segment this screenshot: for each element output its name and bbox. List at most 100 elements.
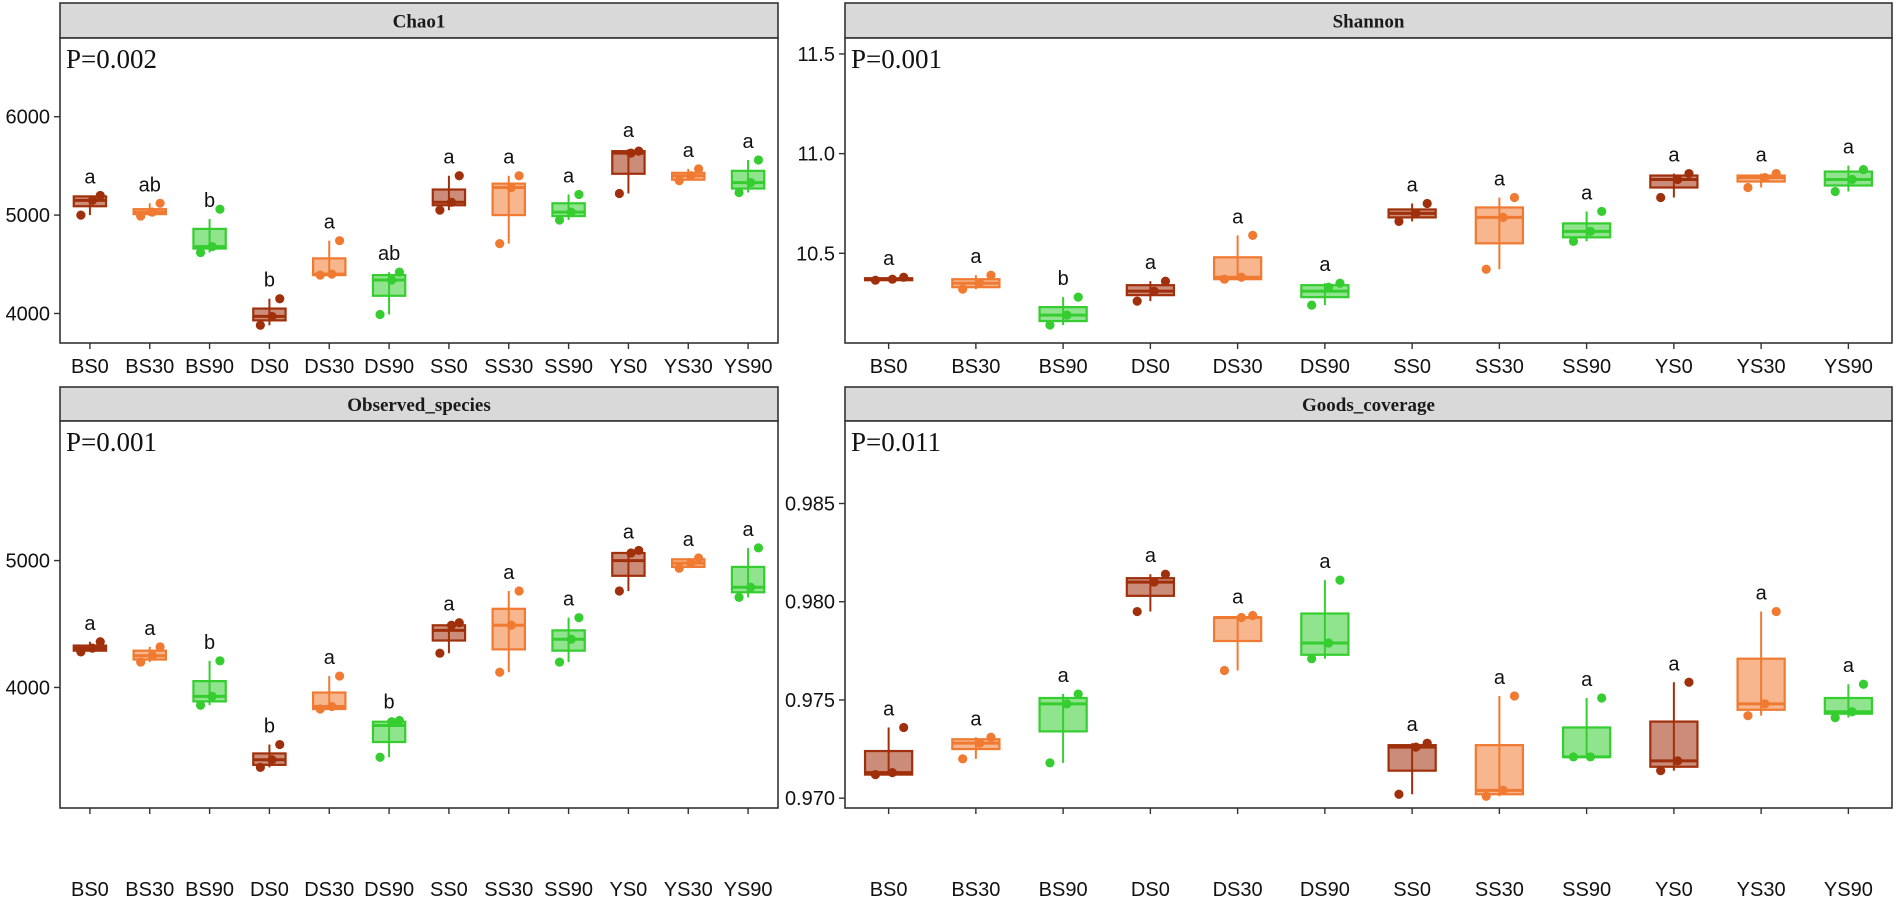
data-point — [1132, 296, 1142, 306]
data-point — [207, 691, 217, 701]
box-BS0: a — [72, 613, 108, 657]
box-SS30: a — [1474, 168, 1525, 274]
panel-3: Goods_coverage 0.970 0.975 0.980 0.985 P=0.01… — [785, 386, 1893, 901]
significance-letter: a — [563, 165, 575, 187]
category-label: BS90 — [185, 356, 234, 378]
box-rect — [1212, 616, 1263, 643]
category-label: YS0 — [610, 356, 648, 378]
box-SS90: a — [1561, 182, 1612, 246]
data-point — [514, 586, 524, 596]
box-DS90: b — [371, 691, 407, 762]
significance-letter: b — [264, 270, 275, 292]
y-tick-label: 5000 — [6, 551, 51, 573]
p-value-label: P=0.011 — [851, 427, 941, 457]
category-label: YS30 — [1737, 879, 1786, 901]
category-label: SS30 — [1475, 879, 1524, 901]
box-SS90: a — [551, 589, 586, 667]
significance-letter: a — [683, 529, 695, 551]
y-tick-label: 0.980 — [785, 592, 835, 614]
data-point — [1045, 758, 1055, 768]
data-point — [1585, 752, 1595, 762]
data-point — [975, 738, 985, 748]
category-label: YS30 — [1737, 356, 1786, 378]
panel-0: Chao1 4000 5000 6000 P=0.002 a BS0 ab BS30 b BS90 b… — [6, 2, 779, 378]
plot-area — [844, 37, 1893, 344]
significance-letter: b — [204, 632, 215, 654]
category-label: SS0 — [1393, 879, 1431, 901]
significance-letter: a — [1407, 714, 1419, 736]
data-point — [1656, 192, 1666, 203]
data-point — [1045, 320, 1055, 330]
data-point — [495, 239, 505, 249]
significance-letter: a — [1407, 174, 1419, 196]
data-point — [506, 182, 516, 193]
data-point — [870, 770, 881, 780]
box-rect — [1474, 206, 1525, 245]
significance-letter: ab — [139, 174, 161, 196]
significance-letter: a — [84, 166, 96, 188]
data-point — [746, 582, 756, 592]
data-point — [454, 171, 464, 181]
data-point — [1411, 742, 1421, 752]
data-point — [1422, 738, 1432, 748]
significance-letter: a — [1756, 583, 1768, 605]
plot-area — [59, 37, 779, 344]
data-point — [195, 247, 206, 258]
data-point — [315, 270, 325, 280]
data-point — [1684, 677, 1694, 687]
data-point — [634, 545, 644, 556]
data-point — [975, 278, 985, 288]
significance-letter: a — [324, 647, 336, 669]
p-value-label: P=0.001 — [851, 44, 942, 74]
data-point — [1771, 168, 1781, 179]
category-label: BS0 — [870, 356, 908, 378]
panel-title: Goods_coverage — [1302, 395, 1435, 416]
data-point — [693, 553, 704, 563]
category-label: BS90 — [185, 879, 234, 901]
significance-letter: a — [1058, 665, 1070, 687]
significance-letter: a — [1581, 182, 1593, 204]
data-point — [255, 320, 265, 330]
significance-letter: a — [503, 147, 515, 169]
significance-letter: a — [683, 140, 695, 162]
data-point — [1132, 606, 1142, 617]
box-SS0: a — [431, 594, 467, 658]
data-point — [514, 171, 524, 181]
category-label: SS90 — [544, 356, 593, 378]
category-label: DS0 — [250, 356, 289, 378]
data-point — [1585, 226, 1595, 236]
category-label: YS30 — [664, 879, 713, 901]
data-point — [1073, 689, 1083, 699]
data-point — [1568, 752, 1579, 762]
data-point — [334, 236, 345, 246]
significance-letter: a — [970, 246, 982, 268]
data-point — [1324, 282, 1334, 292]
box-BS30: a — [951, 246, 1001, 294]
box-BS90: b — [1038, 268, 1088, 330]
data-point — [1335, 575, 1345, 585]
data-point — [634, 146, 644, 156]
significance-letter: a — [743, 131, 755, 153]
data-point — [1062, 699, 1072, 709]
category-label: BS0 — [870, 879, 908, 901]
category-label: DS0 — [1131, 356, 1170, 378]
data-point — [1307, 654, 1317, 664]
data-point — [1673, 174, 1683, 185]
data-point — [394, 715, 405, 726]
category-label: YS0 — [1655, 879, 1693, 901]
category-label: DS0 — [250, 879, 289, 901]
data-point — [136, 211, 146, 221]
category-label: YS0 — [1655, 356, 1693, 378]
data-point — [554, 657, 565, 667]
data-point — [753, 543, 764, 553]
category-label: BS90 — [1039, 356, 1088, 378]
category-label: SS0 — [430, 356, 468, 378]
category-label: SS90 — [1562, 879, 1611, 901]
box-SS30: a — [1474, 667, 1525, 801]
significance-letter: a — [970, 708, 982, 730]
box-DS90: a — [1300, 551, 1350, 664]
data-point — [215, 204, 225, 214]
data-point — [626, 548, 636, 558]
data-point — [375, 309, 385, 320]
data-point — [275, 294, 285, 304]
